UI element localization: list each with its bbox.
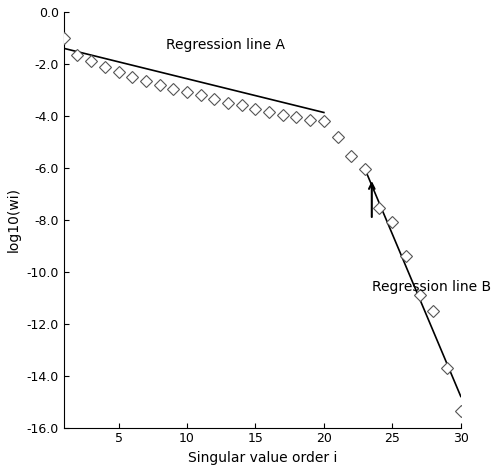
Text: Regression line A: Regression line A [166, 38, 286, 52]
Y-axis label: log10(wi): log10(wi) [7, 187, 21, 253]
X-axis label: Singular value order i: Singular value order i [188, 451, 337, 465]
Text: Regression line B: Regression line B [372, 279, 491, 294]
